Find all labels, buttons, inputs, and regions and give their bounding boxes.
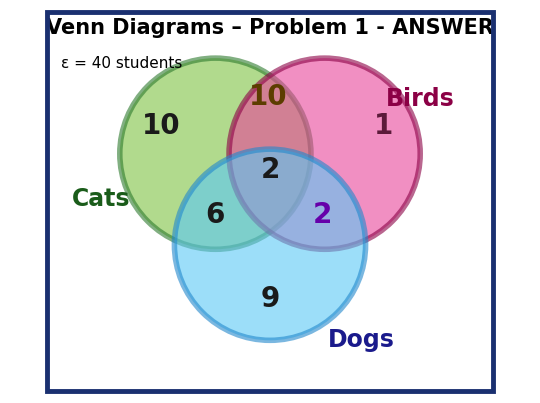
Circle shape xyxy=(120,58,311,249)
Text: Birds: Birds xyxy=(386,87,455,111)
Text: Cats: Cats xyxy=(72,187,131,211)
Text: 10: 10 xyxy=(248,83,287,111)
Text: ε = 40 students: ε = 40 students xyxy=(60,56,182,71)
Text: 2: 2 xyxy=(313,201,332,229)
Text: 9: 9 xyxy=(260,285,280,314)
Text: Dogs: Dogs xyxy=(328,328,394,352)
Text: Venn Diagrams – Problem 1 - ANSWER: Venn Diagrams – Problem 1 - ANSWER xyxy=(46,18,494,38)
Circle shape xyxy=(229,58,420,249)
Text: 1: 1 xyxy=(374,112,394,140)
Text: 10: 10 xyxy=(141,112,180,140)
Text: 2: 2 xyxy=(260,156,280,184)
Circle shape xyxy=(174,149,366,340)
Text: 6: 6 xyxy=(206,201,225,229)
